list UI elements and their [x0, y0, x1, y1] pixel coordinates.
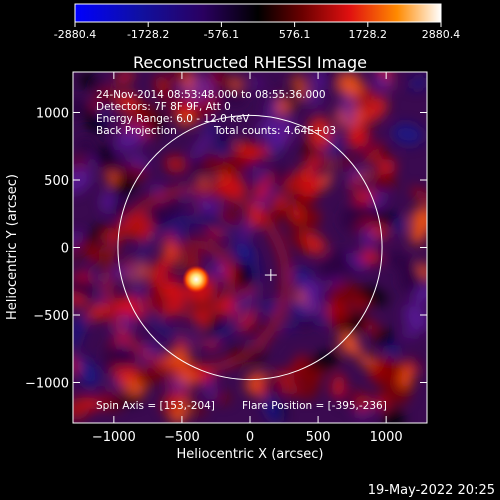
- colorbar: [74, 3, 442, 23]
- info-energy-range: Energy Range: 6.0 - 12.0 keV: [96, 113, 250, 125]
- info-total-counts: Total counts: 4.64E+03: [213, 125, 336, 137]
- info-method: Back Projection: [96, 125, 177, 137]
- image-title: Reconstructed RHESSI Image: [133, 53, 367, 72]
- y-tick-label: 500: [44, 174, 69, 189]
- colorbar-tick-label: -1728.2: [127, 28, 169, 41]
- y-axis-ticks: 1000 500 0 −500 −1000: [25, 107, 427, 392]
- y-tick-label: −500: [33, 309, 69, 324]
- flare-position-label: Flare Position = [-395,-236]: [242, 400, 387, 412]
- y-axis-label: Heliocentric Y (arcsec): [5, 174, 20, 320]
- colorbar-tick-label: -576.1: [204, 28, 239, 41]
- x-axis-label: Heliocentric X (arcsec): [177, 447, 324, 462]
- colorbar-tick-label: -2880.4: [54, 28, 96, 41]
- x-tick-label: −1000: [92, 430, 136, 445]
- timestamp: 19-May-2022 20:25: [368, 483, 495, 498]
- colorbar-tick-label: 576.1: [279, 28, 311, 41]
- spin-axis-marker: [264, 269, 277, 282]
- y-tick-label: −1000: [25, 377, 69, 392]
- spin-axis-label: Spin Axis = [153,-204]: [96, 400, 215, 412]
- x-tick-label: 0: [246, 430, 254, 445]
- colorbar-tick-label: 1728.2: [349, 28, 388, 41]
- solar-limb-circle: [117, 114, 383, 381]
- x-axis-ticks: −1000 −500 0 500 1000: [92, 72, 403, 445]
- flare-source: [182, 265, 211, 294]
- x-tick-label: 500: [306, 430, 331, 445]
- heatmap-image: [73, 72, 427, 423]
- x-tick-label: −500: [164, 430, 200, 445]
- y-tick-label: 1000: [36, 107, 69, 122]
- info-detectors: Detectors: 7F 8F 9F, Att 0: [96, 101, 231, 113]
- y-tick-label: 0: [61, 242, 69, 257]
- x-tick-label: 1000: [370, 430, 403, 445]
- colorbar-ticks: -2880.4 -1728.2 -576.1 576.1 1728.2 2880.4: [54, 22, 460, 41]
- info-time-range: 24-Nov-2014 08:53:48.000 to 08:55:36.000: [96, 89, 326, 101]
- colorbar-tick-label: 2880.4: [422, 28, 461, 41]
